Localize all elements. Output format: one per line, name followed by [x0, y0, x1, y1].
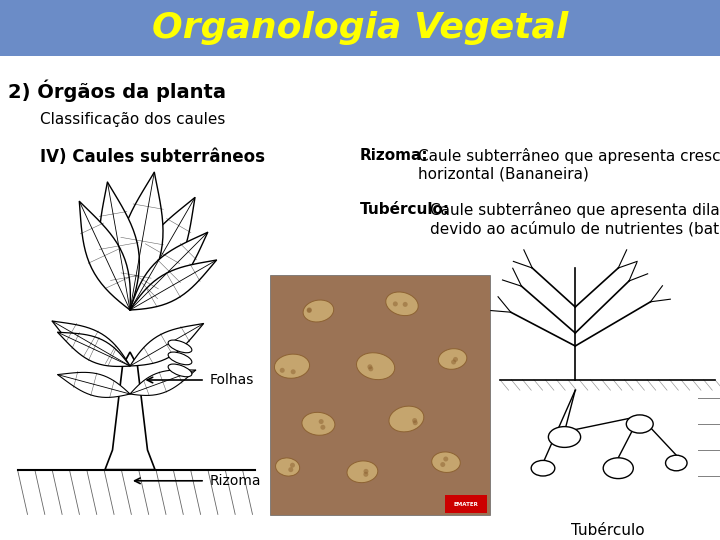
- Circle shape: [454, 357, 459, 362]
- Text: Caule subterrâneo que apresenta crescimento
horizontal (Bananeira): Caule subterrâneo que apresenta crescime…: [418, 148, 720, 181]
- Text: Tubérculo: Tubérculo: [571, 523, 644, 538]
- Ellipse shape: [432, 452, 460, 472]
- Bar: [500, 255, 715, 515]
- Ellipse shape: [274, 354, 310, 378]
- Circle shape: [397, 419, 402, 424]
- Ellipse shape: [438, 349, 467, 369]
- Ellipse shape: [531, 461, 555, 476]
- Ellipse shape: [603, 458, 634, 478]
- Ellipse shape: [389, 406, 424, 432]
- Circle shape: [307, 421, 312, 426]
- Ellipse shape: [356, 353, 395, 380]
- Ellipse shape: [302, 413, 335, 435]
- Polygon shape: [130, 260, 217, 310]
- Circle shape: [458, 359, 463, 363]
- Ellipse shape: [168, 352, 192, 365]
- Bar: [270, 275, 490, 515]
- Polygon shape: [58, 332, 130, 367]
- Circle shape: [361, 468, 366, 472]
- Polygon shape: [130, 198, 195, 310]
- Bar: [445, 495, 487, 513]
- Polygon shape: [105, 352, 155, 470]
- Circle shape: [307, 308, 312, 313]
- Ellipse shape: [347, 461, 378, 483]
- Polygon shape: [79, 201, 130, 310]
- Polygon shape: [99, 182, 140, 310]
- Bar: [5, 240, 255, 520]
- Ellipse shape: [168, 364, 192, 377]
- Circle shape: [319, 310, 324, 315]
- Circle shape: [291, 366, 296, 371]
- Circle shape: [311, 426, 316, 430]
- Polygon shape: [130, 323, 204, 366]
- Text: Rizoma:: Rizoma:: [360, 148, 428, 163]
- Bar: [0, 0, 720, 56]
- Circle shape: [441, 457, 446, 462]
- Circle shape: [282, 463, 287, 469]
- Polygon shape: [52, 321, 130, 366]
- Circle shape: [384, 361, 389, 366]
- Circle shape: [442, 464, 447, 469]
- Circle shape: [289, 360, 294, 365]
- Ellipse shape: [276, 458, 300, 476]
- Polygon shape: [58, 373, 130, 397]
- Text: IV) Caules subterrâneos: IV) Caules subterrâneos: [40, 148, 265, 166]
- Text: Tubérculo:: Tubérculo:: [360, 202, 450, 217]
- Ellipse shape: [549, 427, 580, 448]
- Circle shape: [364, 370, 369, 375]
- Text: Folhas: Folhas: [210, 373, 254, 387]
- Text: Organologia Vegetal: Organologia Vegetal: [152, 11, 568, 45]
- Ellipse shape: [303, 300, 333, 322]
- Circle shape: [403, 299, 408, 303]
- Ellipse shape: [626, 415, 653, 433]
- Ellipse shape: [386, 292, 418, 315]
- Text: Classificação dos caules: Classificação dos caules: [40, 112, 225, 127]
- Polygon shape: [130, 232, 208, 310]
- Ellipse shape: [665, 455, 687, 471]
- Text: Rizoma: Rizoma: [210, 474, 261, 488]
- Polygon shape: [130, 370, 196, 395]
- Circle shape: [285, 466, 290, 471]
- Circle shape: [396, 419, 401, 424]
- Text: EMATER: EMATER: [454, 502, 478, 507]
- Text: 2) Órgãos da planta: 2) Órgãos da planta: [8, 80, 226, 103]
- Circle shape: [369, 473, 374, 478]
- Text: Caule subterrâneo que apresenta dilatamento
devido ao acúmulo de nutrientes (bat: Caule subterrâneo que apresenta dilatame…: [430, 202, 720, 237]
- Circle shape: [392, 296, 397, 302]
- Ellipse shape: [168, 340, 192, 353]
- Polygon shape: [120, 172, 163, 310]
